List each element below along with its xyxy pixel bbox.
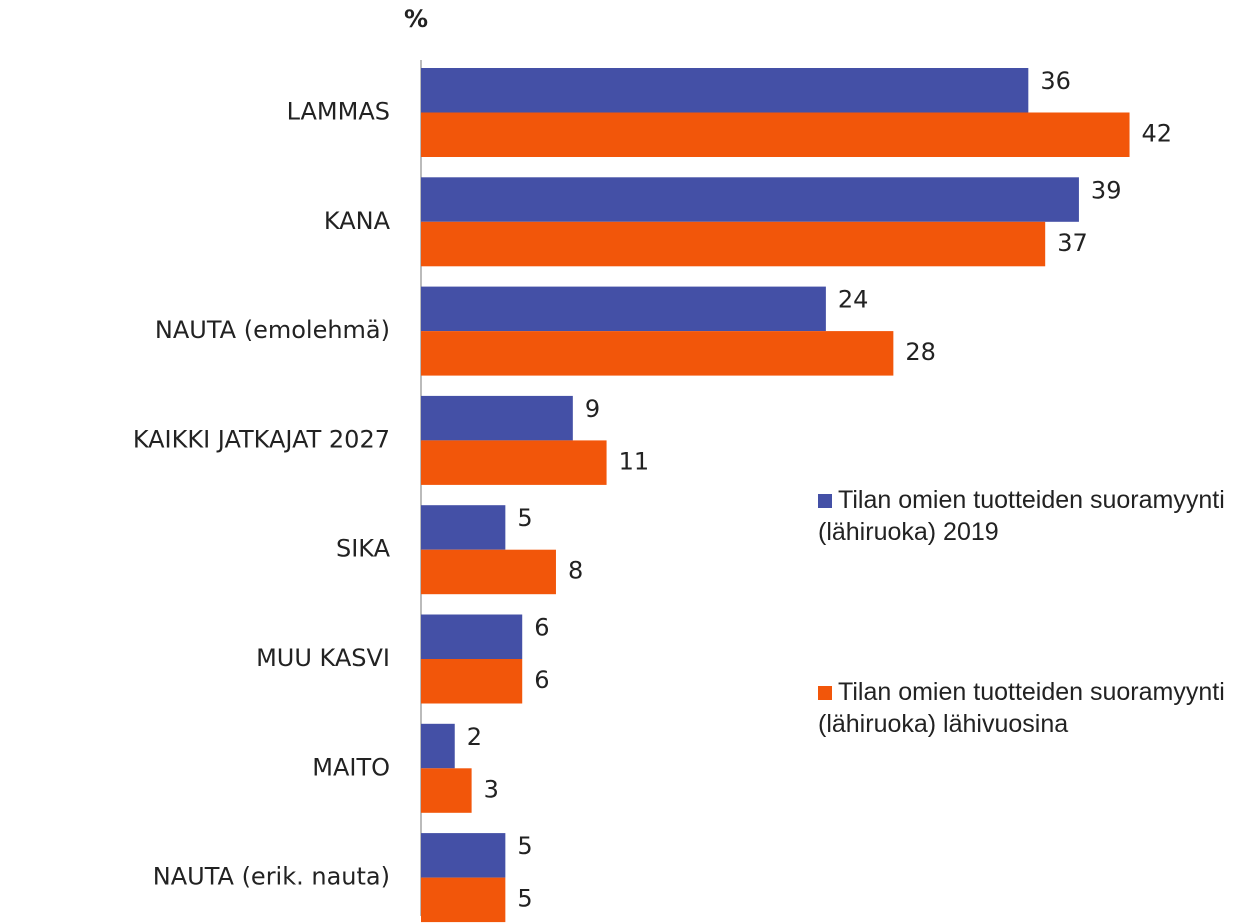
bar <box>421 505 506 550</box>
bar <box>421 614 523 659</box>
bar <box>421 221 1046 267</box>
value-label: 9 <box>585 395 600 423</box>
category-label: NAUTA (emolehmä) <box>155 316 390 344</box>
value-label: 5 <box>517 832 532 860</box>
value-label: 24 <box>838 286 869 314</box>
bar <box>421 877 506 923</box>
bar <box>421 440 607 485</box>
category-label: SIKA <box>336 535 391 563</box>
bar <box>421 659 523 704</box>
value-label: 11 <box>619 447 650 475</box>
bar <box>421 286 826 332</box>
bar <box>421 68 1029 113</box>
value-label: 5 <box>517 885 532 913</box>
legend-entry: Tilan omien tuotteiden suoramyynti (lähi… <box>818 484 1248 548</box>
bar <box>421 112 1130 157</box>
chart-title: % <box>404 5 428 33</box>
value-label: 36 <box>1040 67 1071 95</box>
value-label: 3 <box>484 775 499 803</box>
category-label: MAITO <box>312 753 390 781</box>
bar <box>421 723 455 769</box>
legend-label: Tilan omien tuotteiden suoramyynti (lähi… <box>818 678 1225 738</box>
category-label: LAMMAS <box>287 98 390 126</box>
category-label: KANA <box>324 207 391 235</box>
legend-entry: Tilan omien tuotteiden suoramyynti (lähi… <box>818 676 1248 740</box>
value-label: 6 <box>534 666 549 694</box>
value-label: 2 <box>467 723 482 751</box>
bar <box>421 177 1079 222</box>
legend-swatch <box>818 686 832 700</box>
value-label: 42 <box>1142 120 1173 148</box>
bar <box>421 549 556 595</box>
bar <box>421 768 472 813</box>
bar <box>421 833 506 878</box>
bar <box>421 395 573 441</box>
category-label: KAIKKI JATKAJAT 2027 <box>133 425 390 453</box>
category-label: MUU KASVI <box>256 644 390 672</box>
value-label: 28 <box>905 338 936 366</box>
value-label: 37 <box>1057 229 1088 257</box>
legend-label: Tilan omien tuotteiden suoramyynti (lähi… <box>818 486 1225 546</box>
value-label: 8 <box>568 557 583 585</box>
bar <box>421 331 894 376</box>
value-label: 6 <box>534 614 549 642</box>
value-label: 5 <box>517 504 532 532</box>
value-label: 39 <box>1091 176 1122 204</box>
category-label: NAUTA (erik. nauta) <box>153 863 390 891</box>
legend-swatch <box>818 494 832 508</box>
